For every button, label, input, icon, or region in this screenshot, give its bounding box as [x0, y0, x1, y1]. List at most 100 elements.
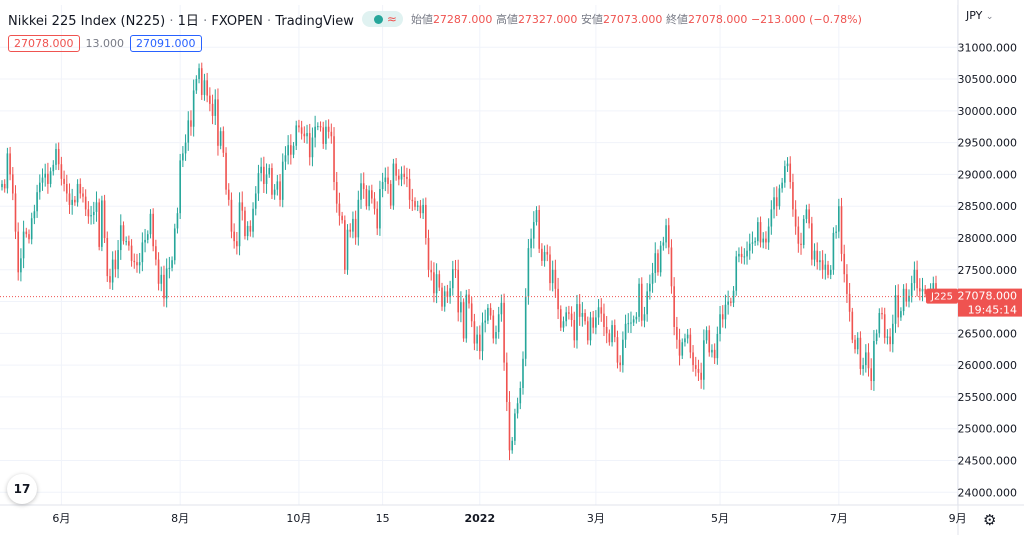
candle-body — [49, 171, 52, 184]
candle — [427, 229, 430, 278]
chart-legend: Nikkei 225 Index (N225) · 1日 · FXOPEN · … — [8, 9, 862, 29]
candle-body — [470, 303, 473, 322]
candle-body — [416, 205, 419, 207]
candle-body — [281, 161, 284, 200]
candle — [462, 298, 465, 342]
candle-body — [165, 268, 168, 299]
gear-icon[interactable]: ⚙ — [983, 511, 997, 529]
candle — [149, 209, 152, 239]
tradingview-logo-icon[interactable]: 17 — [7, 474, 37, 504]
candle-body — [76, 183, 79, 203]
candle — [832, 227, 835, 275]
candle-body — [335, 182, 338, 204]
candle — [735, 250, 738, 296]
candle — [802, 215, 805, 249]
candle-body — [276, 181, 279, 190]
legend-separator: · — [169, 13, 174, 29]
candle-body — [651, 272, 654, 284]
candle-body — [406, 176, 408, 179]
candle-body — [829, 269, 832, 275]
candle-body — [770, 209, 773, 227]
candle-body — [805, 209, 808, 219]
candle — [902, 284, 905, 316]
candle-body — [646, 291, 648, 315]
candle-body — [870, 368, 873, 382]
currency-selector[interactable]: JPY ⌄ — [966, 9, 993, 22]
candle-body — [665, 225, 667, 243]
candle — [287, 135, 289, 165]
candle-body — [303, 133, 306, 137]
candle-body — [913, 269, 916, 284]
candle — [527, 238, 530, 305]
candle — [789, 156, 792, 189]
candle-body — [119, 225, 122, 251]
candle-body — [635, 316, 638, 320]
chevron-down-icon: ⌄ — [985, 12, 994, 22]
candle-body — [268, 168, 271, 175]
candle — [163, 265, 165, 307]
candle-body — [586, 321, 589, 341]
market-status-badge[interactable]: ≈ — [361, 11, 403, 27]
candle-body — [28, 234, 30, 240]
candle — [111, 251, 114, 290]
chart-title[interactable]: Nikkei 225 Index (N225) · 1日 · FXOPEN · … — [8, 10, 354, 29]
candle-body — [430, 269, 433, 273]
candle — [616, 330, 619, 369]
candle-body — [395, 163, 397, 176]
candle — [273, 184, 276, 200]
candle — [743, 248, 746, 265]
candle-body — [659, 245, 662, 273]
candle — [862, 357, 864, 376]
candle-body — [713, 349, 716, 359]
candle-body — [52, 164, 55, 172]
candle-body — [244, 210, 246, 237]
candle-body — [824, 264, 827, 270]
candle-body — [767, 226, 770, 243]
candle — [9, 146, 11, 181]
candle-body — [694, 365, 697, 369]
candle — [141, 232, 144, 272]
candle — [244, 206, 246, 240]
buy-price-button[interactable]: 27091.000 — [130, 35, 202, 52]
candle-body — [643, 314, 646, 321]
candle-body — [230, 199, 233, 232]
y-tick-label: 29000.000 — [958, 168, 1018, 181]
candle-body — [290, 145, 292, 155]
candle-body — [163, 274, 165, 299]
candle-body — [198, 68, 200, 80]
data-source-label: FXOPEN — [211, 13, 263, 29]
sell-price-button[interactable]: 27078.000 — [8, 35, 80, 52]
candle-body — [238, 202, 241, 247]
candle-body — [379, 189, 381, 229]
candle-body — [640, 283, 643, 321]
candle-body — [554, 269, 557, 289]
y-tick-label: 26500.000 — [958, 327, 1018, 340]
candle — [416, 200, 419, 212]
candle — [786, 157, 789, 172]
candle-body — [497, 314, 500, 333]
candle — [133, 253, 136, 269]
candle-body — [338, 203, 341, 216]
candle-body — [92, 211, 95, 216]
candle-body — [816, 250, 819, 263]
candle-body — [60, 164, 63, 179]
candle-body — [573, 319, 576, 341]
candle — [881, 307, 883, 320]
candle-body — [149, 213, 152, 235]
candle-body — [627, 323, 630, 325]
candle-body — [203, 80, 206, 95]
candle — [138, 252, 141, 274]
candle-body — [851, 311, 854, 340]
candle-body — [295, 125, 298, 146]
candle-body — [878, 313, 881, 334]
candle — [657, 249, 659, 276]
candle-body — [611, 325, 613, 343]
candle-body — [581, 313, 584, 317]
legend-separator: · — [203, 13, 208, 29]
candle — [805, 204, 808, 224]
candle-body — [519, 388, 522, 404]
candle-body — [630, 322, 632, 324]
last-price-label: 27078.000 — [958, 290, 1018, 303]
candle-body — [136, 262, 138, 266]
